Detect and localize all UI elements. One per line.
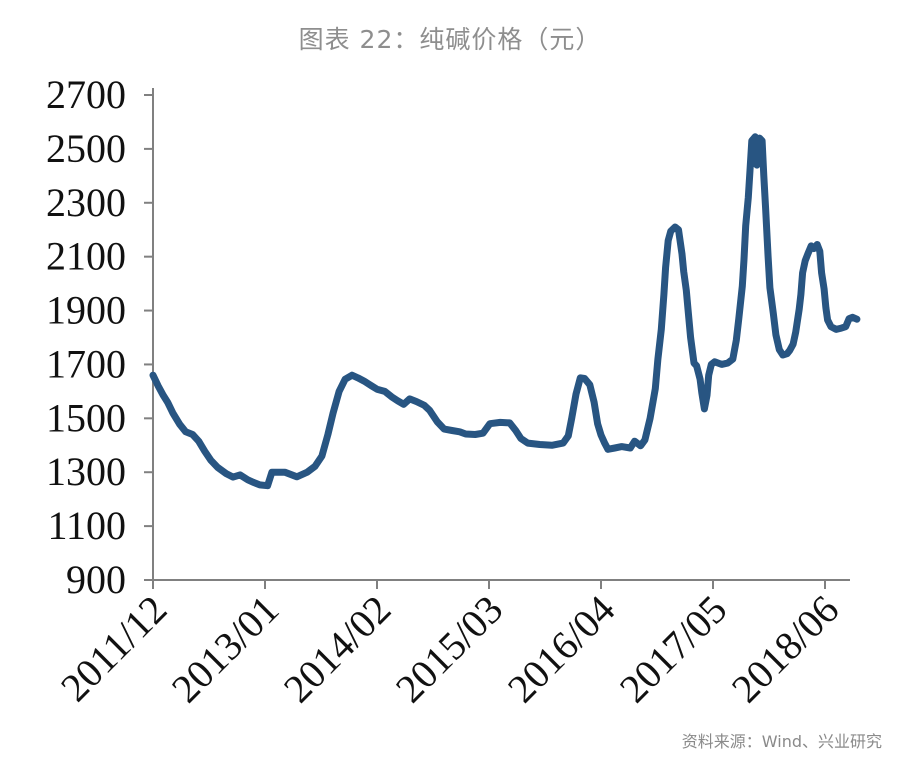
y-tick-label: 1500 bbox=[46, 395, 126, 440]
price-series-line bbox=[149, 133, 861, 490]
x-tick-label: 2014/02 bbox=[275, 587, 400, 712]
data-source-note: 资料来源：Wind、兴业研究 bbox=[681, 732, 882, 751]
y-tick-label: 1100 bbox=[47, 503, 126, 548]
y-tick-label: 1300 bbox=[46, 449, 126, 494]
x-tick-label: 2011/12 bbox=[52, 587, 175, 710]
x-tick-label: 2017/05 bbox=[611, 587, 736, 712]
x-tick-label: 2013/01 bbox=[163, 587, 288, 712]
y-tick-label: 900 bbox=[66, 557, 126, 602]
y-tick-label: 2100 bbox=[46, 234, 126, 279]
y-tick-label: 1900 bbox=[46, 288, 126, 333]
y-tick-label: 1700 bbox=[46, 341, 126, 386]
x-tick-label: 2015/03 bbox=[387, 587, 512, 712]
axis-lines bbox=[152, 88, 850, 581]
y-tick-label: 2500 bbox=[46, 126, 126, 171]
x-tick-label: 2018/06 bbox=[723, 587, 848, 712]
y-tick-label: 2300 bbox=[46, 180, 126, 225]
chart-title: 图表 22：纯碱价格（元） bbox=[298, 25, 602, 54]
y-tick-label: 2700 bbox=[46, 72, 126, 117]
x-tick-label: 2016/04 bbox=[499, 587, 624, 712]
